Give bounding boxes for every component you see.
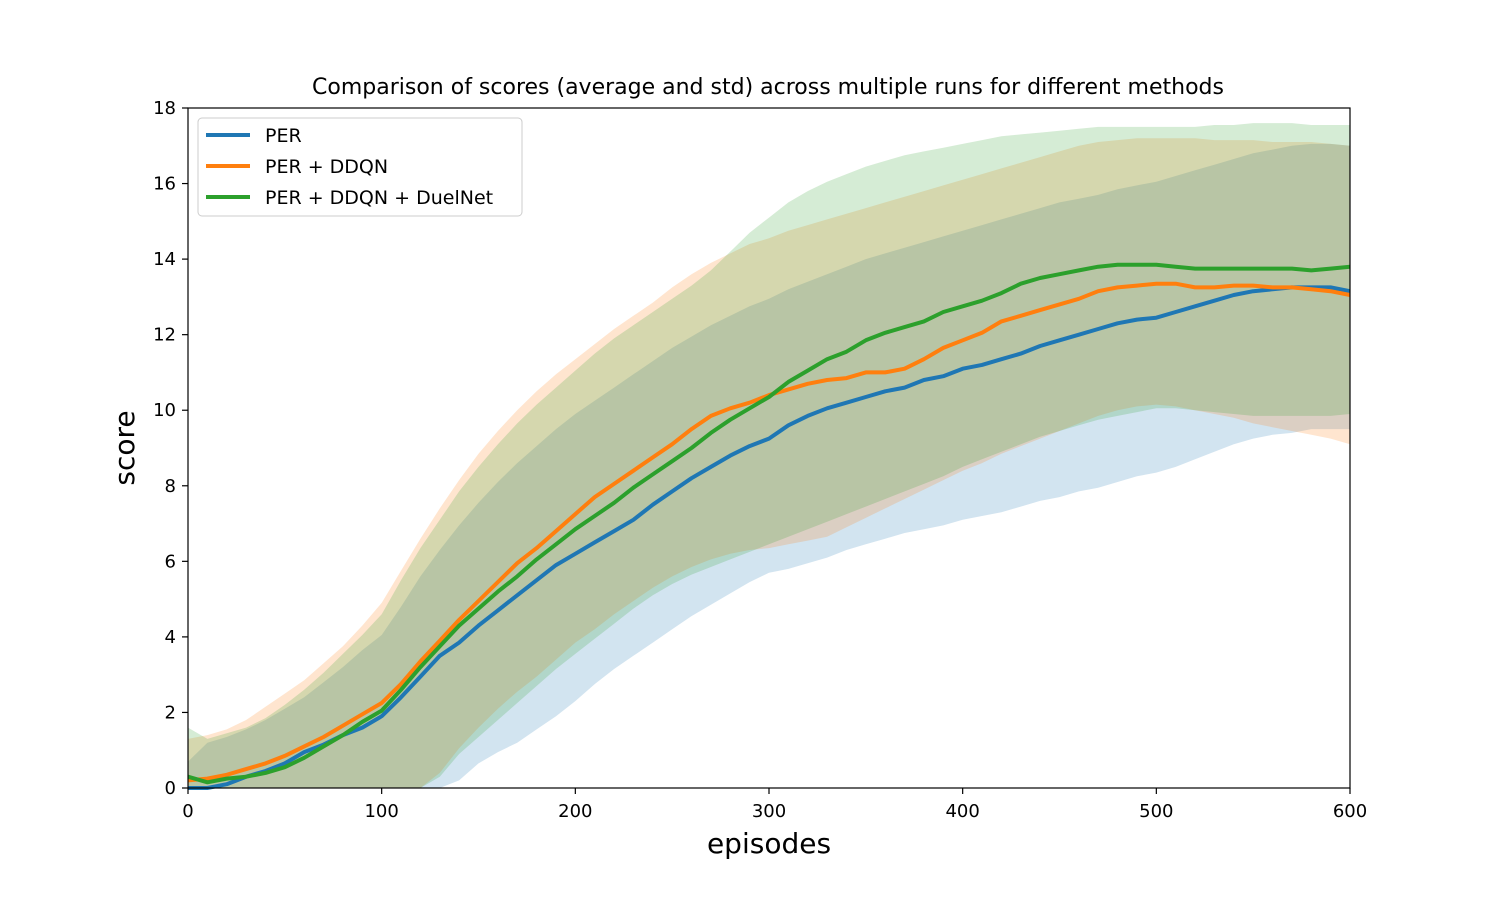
y-axis: 0 2 4 6 8 10 12 14 16 18 (153, 98, 188, 799)
legend-label-per-ddqn: PER + DDQN (265, 156, 388, 178)
legend-label-per-ddqn-duelnet: PER + DDQN + DuelNet (265, 187, 493, 209)
x-tick-label: 600 (1333, 801, 1367, 822)
x-tick-label: 0 (182, 801, 193, 822)
mean-line-per (188, 285, 1351, 790)
y-axis-label: score (108, 410, 141, 485)
y-tick-label: 10 (153, 400, 176, 421)
legend-box (197, 117, 523, 217)
y-tick-label: 2 (165, 702, 176, 723)
x-axis-label: episodes (707, 827, 831, 860)
std-bands (188, 123, 1350, 789)
y-tick-label: 4 (165, 627, 176, 648)
y-tick-label: 14 (153, 249, 176, 270)
x-tick-label: 100 (364, 801, 398, 822)
x-tick-label: 500 (1139, 801, 1173, 822)
mean-lines (187, 262, 1351, 790)
x-tick-label: 400 (945, 801, 979, 822)
legend: PER PER + DDQN PER + DDQN + DuelNet (197, 117, 523, 217)
y-tick-label: 8 (165, 476, 176, 497)
y-tick-label: 18 (153, 98, 176, 119)
x-axis: 0 100 200 300 400 500 600 (182, 788, 1367, 822)
y-tick-label: 16 (153, 174, 176, 195)
y-tick-label: 6 (165, 551, 176, 572)
legend-label-per: PER (265, 125, 302, 147)
chart-title: Comparison of scores (average and std) a… (312, 75, 1224, 100)
x-tick-label: 300 (752, 801, 786, 822)
x-tick-label: 200 (558, 801, 592, 822)
std-band-per-ddqn-duelnet (188, 123, 1350, 789)
y-tick-label: 0 (165, 778, 176, 799)
mean-line-per-ddqn-duelnet (187, 262, 1351, 785)
y-tick-label: 12 (153, 325, 176, 346)
